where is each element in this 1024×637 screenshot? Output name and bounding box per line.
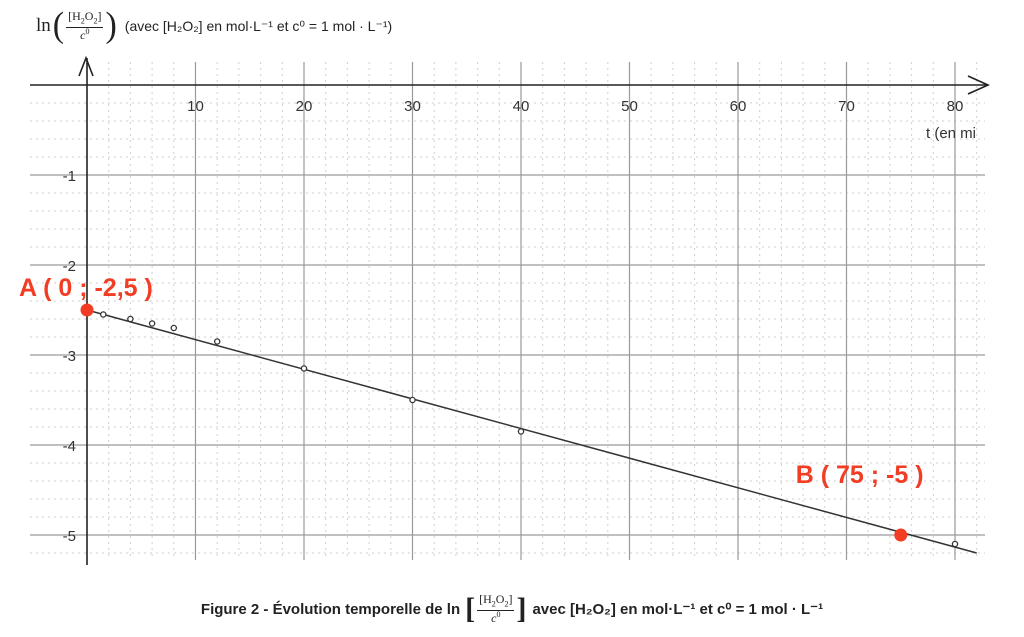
highlighted-points: A ( 0 ; -2,5 ) B ( 75 ; -5 ) <box>19 274 924 542</box>
y-title-ln: ln <box>36 15 51 36</box>
caption-fraction: [H2O2] c0 <box>477 592 515 625</box>
y-title-note: (avec [H₂O₂] en mol·L⁻¹ et c⁰ = 1 mol · … <box>124 17 393 34</box>
measured-point <box>951 540 959 548</box>
x-tick-label: 80 <box>947 98 964 115</box>
y-title-numerator: [H2O2] <box>66 9 104 28</box>
caption-prefix: Figure 2 - Évolution temporelle de ln <box>200 600 461 618</box>
measured-point <box>170 324 178 332</box>
highlight-label-b: B ( 75 ; -5 ) <box>796 461 924 489</box>
y-axis-title: ln ( [H2O2] c0 ) (avec [H₂O₂] en mol·L⁻¹… <box>36 8 392 44</box>
cap-den-base: c <box>491 610 497 625</box>
y-title-denominator: c0 <box>78 26 91 42</box>
x-tick-label: 20 <box>296 98 313 115</box>
cap-num-sub1: 2 <box>491 599 496 609</box>
measured-point <box>300 365 308 372</box>
caption-open-bracket: [ <box>465 592 476 625</box>
measured-point <box>409 396 416 404</box>
measured-point <box>213 338 221 345</box>
caption-denominator: c0 <box>489 609 502 625</box>
minor-grid <box>30 62 985 560</box>
cap-num-sub2: 2 <box>504 599 509 609</box>
trend-line <box>86 309 977 554</box>
caption-numerator: [H2O2] <box>477 592 515 611</box>
cap-num-close: ] <box>508 592 513 607</box>
measured-point <box>148 320 156 327</box>
num-mid: O <box>84 9 94 24</box>
num-close: ] <box>97 9 102 24</box>
x-tick-label: 10 <box>187 98 204 115</box>
highlight-point-b <box>894 528 908 542</box>
major-grid <box>30 62 985 560</box>
highlight-point-a <box>80 303 94 317</box>
x-axis-arrow <box>967 75 990 95</box>
x-tick-label: 50 <box>621 98 638 115</box>
x-tick-label: 70 <box>838 98 855 115</box>
y-title-close-paren: ) <box>105 6 117 45</box>
y-tick-label: -4 <box>63 438 76 455</box>
y-tick-label: -5 <box>63 528 76 545</box>
highlight-label-a: A ( 0 ; -2,5 ) <box>19 274 153 302</box>
den-sup: 0 <box>85 26 90 36</box>
y-title-open-paren: ( <box>52 6 65 45</box>
measured-point <box>127 315 134 323</box>
x-tick-label: 30 <box>404 98 421 115</box>
measured-point <box>517 428 525 435</box>
num-sub2: 2 <box>93 16 98 26</box>
measured-point <box>100 311 107 318</box>
x-axis-label: t (en mi <box>926 125 976 142</box>
num-open: [H <box>68 9 81 24</box>
tick-labels: 10 20 30 40 50 60 70 80 -1 -2 -3 -4 -5 t (en mi <box>63 98 976 545</box>
x-tick-label: 40 <box>513 98 530 115</box>
den-base: c <box>80 27 86 42</box>
y-axis-arrow <box>78 55 94 77</box>
y-title-fraction: [H2O2] c0 <box>66 9 104 42</box>
y-tick-label: -2 <box>63 258 76 275</box>
cap-num-mid: O <box>495 592 505 607</box>
figure-caption: Figure 2 - Évolution temporelle de ln [ … <box>0 592 1024 626</box>
caption-suffix: avec [H₂O₂] en mol·L⁻¹ et c⁰ = 1 mol · L… <box>532 601 824 618</box>
caption-close-bracket: ] <box>516 592 527 625</box>
data-series <box>86 309 977 554</box>
y-tick-label: -3 <box>63 348 76 365</box>
cap-den-sup: 0 <box>496 609 501 619</box>
num-sub1: 2 <box>80 16 85 26</box>
y-tick-label: -1 <box>63 168 76 185</box>
cap-num-open: [H <box>479 592 492 607</box>
x-tick-label: 60 <box>730 98 747 115</box>
